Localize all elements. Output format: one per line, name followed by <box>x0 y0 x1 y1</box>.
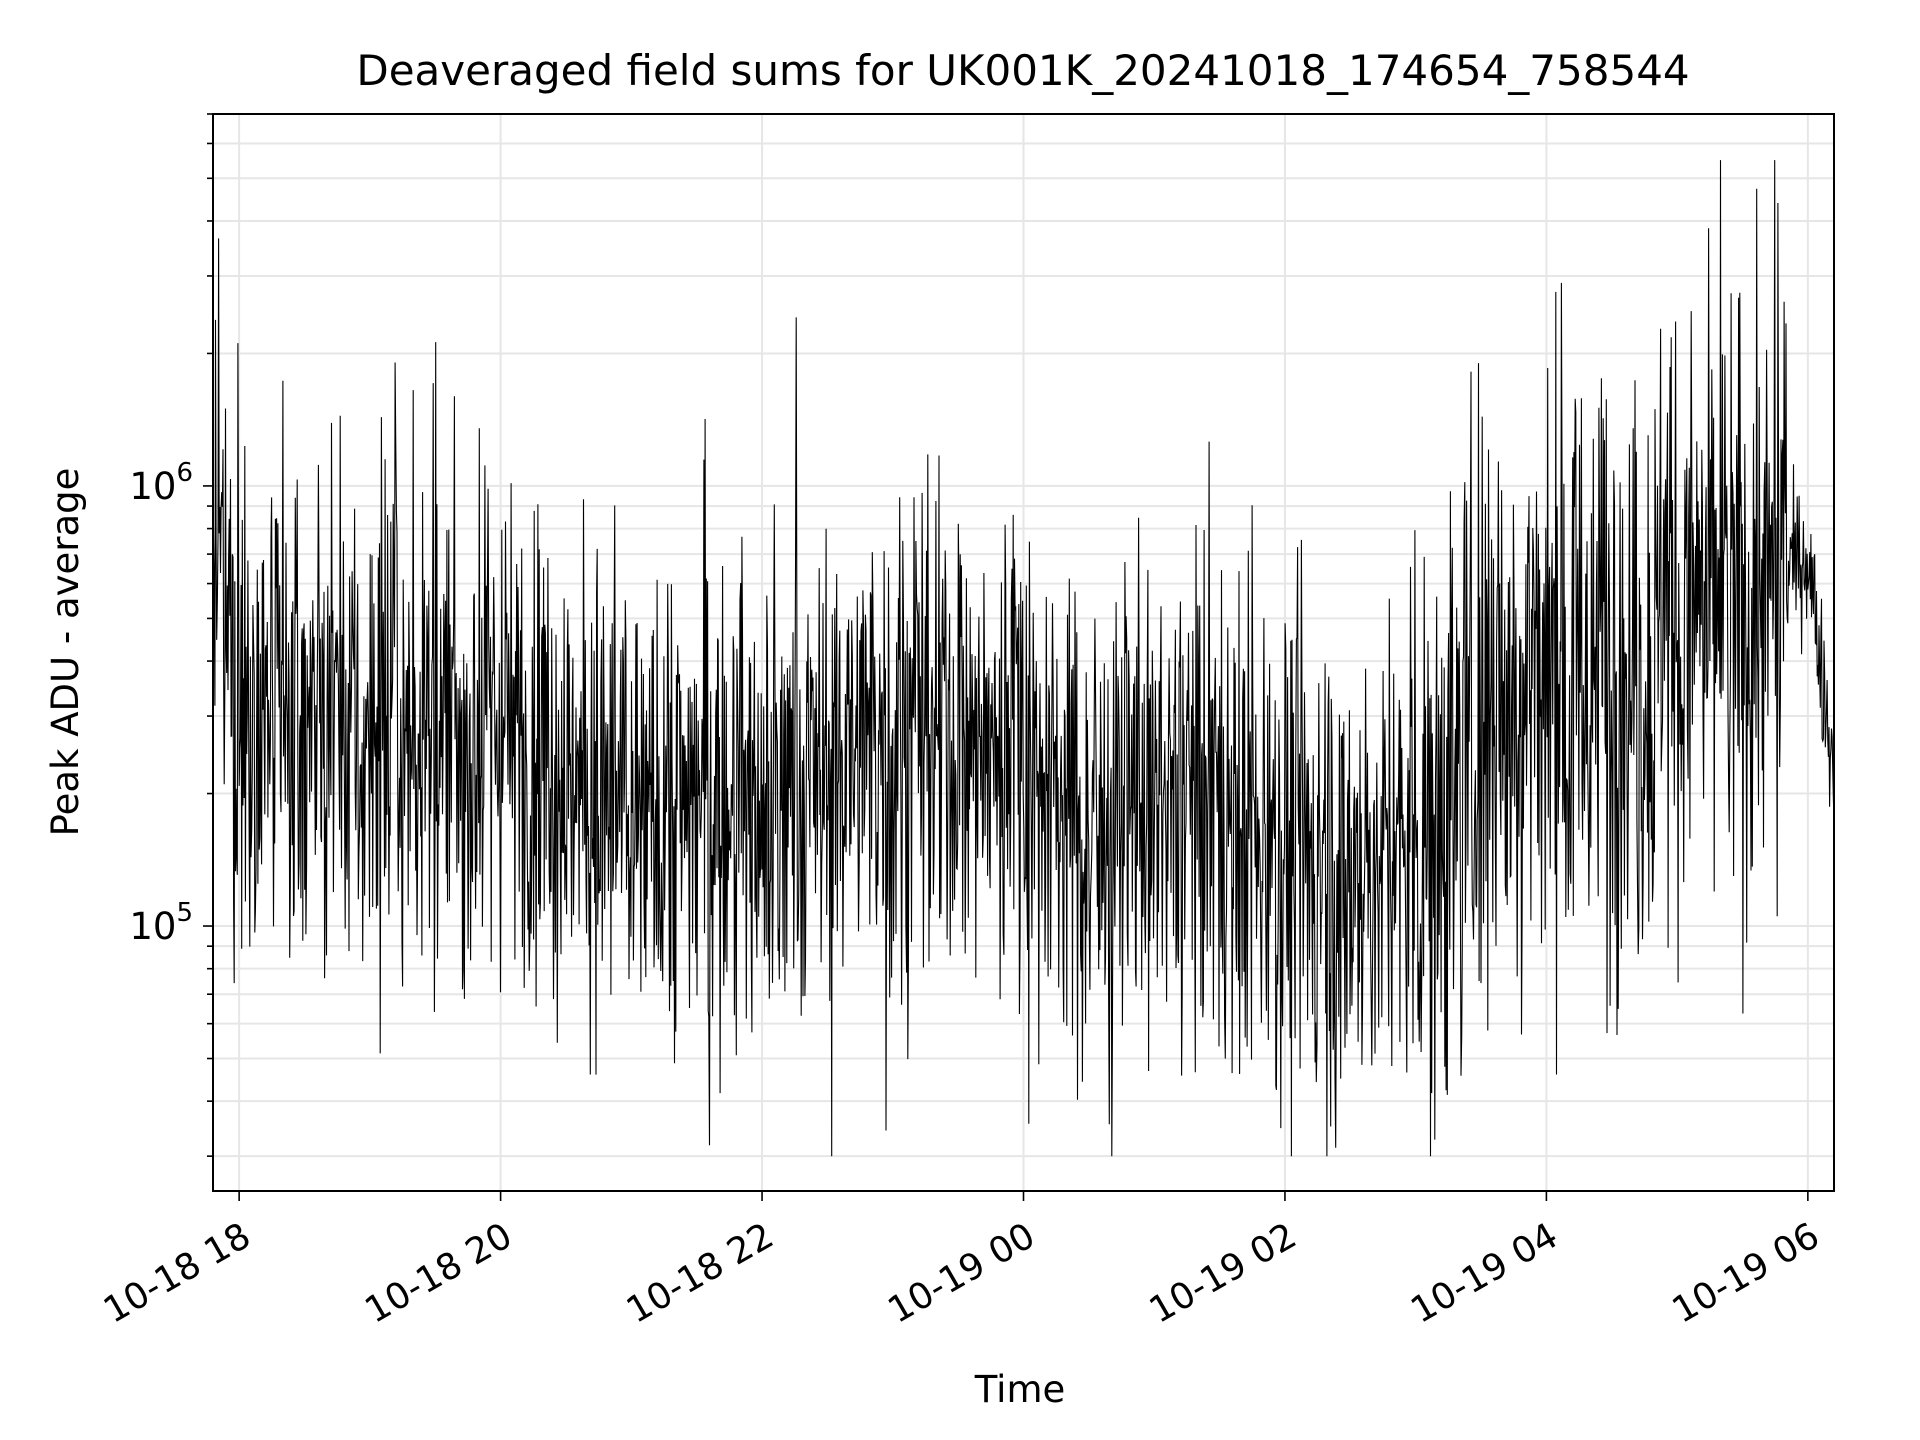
x-axis-label: Time <box>974 1368 1066 1411</box>
series-layer <box>212 160 1835 1157</box>
y-tick-label: 106 <box>129 458 193 508</box>
y-axis-label: Peak ADU - average <box>44 468 87 837</box>
y-tick-label: 105 <box>129 898 193 948</box>
chart-title: Deaveraged field sums for UK001K_2024101… <box>356 46 1689 95</box>
series-line <box>212 160 1835 1157</box>
